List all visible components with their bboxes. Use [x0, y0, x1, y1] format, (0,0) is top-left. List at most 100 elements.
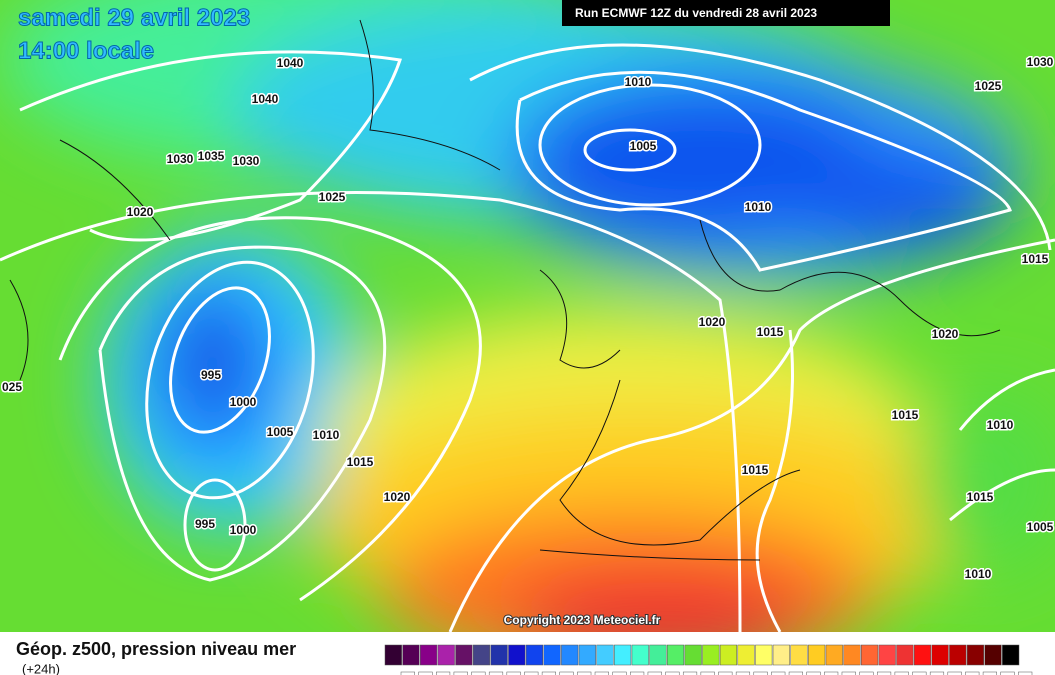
run-info: Run ECMWF 12Z du vendredi 28 avril 2023: [575, 6, 817, 20]
isobar-label: 1015: [347, 455, 374, 469]
color-swatch-outline: [788, 671, 803, 675]
color-swatch-outline: [488, 671, 504, 675]
isobar-label: 1000: [230, 523, 257, 537]
color-swatch-outline: [541, 671, 556, 675]
color-swatch-outline: [806, 671, 821, 675]
isobar-label: 1040: [252, 92, 279, 106]
color-swatch-outline: [1000, 671, 1015, 675]
color-swatch: [1002, 644, 1020, 666]
color-swatch-outline: [982, 671, 997, 675]
color-swatch-outline: [912, 671, 927, 675]
isobars: [0, 43, 1055, 632]
isobar-label: 1020: [384, 490, 411, 504]
isobar-label: 1015: [742, 463, 769, 477]
color-swatch: [490, 644, 508, 666]
color-swatch: [666, 644, 685, 666]
color-swatch: [614, 644, 632, 666]
isobar-label: 1035: [198, 149, 225, 163]
isobar-label: 1010: [987, 418, 1014, 432]
color-swatch-outline: [718, 671, 733, 675]
isobar-label: 1010: [745, 200, 772, 214]
color-swatch: [719, 644, 738, 666]
isobar-label: 025: [2, 380, 22, 394]
isobar-labels: 1040 1040 1030 1035 1030 1020 1025 1010 1005 1010…: [0, 54, 1055, 583]
isobar-label: 1015: [1022, 252, 1049, 266]
isobar-label: 1010: [625, 75, 652, 89]
color-swatch: [578, 644, 596, 666]
colorbar: [384, 644, 1033, 675]
color-swatch-outline: [577, 671, 592, 675]
color-swatch-outline: [418, 671, 433, 675]
color-swatch-outline: [894, 671, 909, 675]
color-swatch-outline: [947, 671, 962, 675]
color-swatch-outline: [647, 671, 662, 675]
color-swatch-outline: [453, 671, 468, 675]
isobar-label: 1025: [975, 79, 1002, 93]
color-swatch: [561, 644, 579, 666]
color-swatch: [878, 644, 896, 666]
color-swatch-outline: [665, 671, 680, 675]
color-swatch: [702, 644, 720, 666]
color-swatch: [508, 644, 526, 666]
color-swatch-outline: [524, 671, 539, 675]
color-swatch: [437, 644, 455, 666]
isobar-label: 1015: [892, 408, 919, 422]
color-swatch: [649, 644, 667, 666]
isobar-label: 995: [201, 368, 221, 382]
color-swatch: [808, 644, 826, 666]
color-swatch: [596, 644, 614, 666]
color-swatch-outline: [929, 671, 945, 675]
color-swatch: [525, 644, 543, 666]
isobar-label: 1030: [167, 152, 194, 166]
color-swatch-outline: [612, 671, 627, 675]
color-swatch-outline: [735, 671, 751, 675]
color-swatch: [755, 644, 773, 666]
color-swatch: [949, 644, 967, 666]
color-swatch-outline: [559, 671, 574, 675]
color-swatch: [790, 644, 808, 666]
color-swatch-outline: [824, 671, 839, 675]
color-swatch: [913, 644, 932, 666]
isobar-label: 1015: [967, 490, 994, 504]
color-swatch: [984, 644, 1002, 666]
isobar-label: 1040: [277, 56, 304, 70]
color-swatch: [825, 644, 843, 666]
color-swatch: [472, 644, 491, 666]
isobar-label: 1010: [965, 567, 992, 581]
color-swatch-outline: [471, 671, 486, 675]
color-swatch-outline: [841, 671, 856, 675]
isobar-label: 1030: [1027, 55, 1054, 69]
color-swatch: [931, 644, 949, 666]
color-swatch: [896, 644, 914, 666]
isobar-label: 1005: [267, 425, 294, 439]
color-swatch: [420, 644, 438, 666]
color-swatch-outline: [700, 671, 715, 675]
isobar-label: 1000: [230, 395, 257, 409]
isobar-label: 995: [195, 517, 215, 531]
isobar-label: 1030: [233, 154, 260, 168]
isobar-label: 1005: [630, 139, 657, 153]
color-swatch-outline: [682, 671, 698, 675]
map-date: samedi 29 avril 2023: [18, 4, 250, 31]
isobar-label: 1020: [932, 327, 959, 341]
color-swatch-outline: [594, 671, 609, 675]
color-swatch-outline: [965, 671, 980, 675]
isobar-label: 1005: [1027, 520, 1054, 534]
color-swatch: [861, 644, 879, 666]
color-swatch-outline: [859, 671, 874, 675]
isobar-label: 1020: [127, 205, 154, 219]
color-swatch: [737, 644, 755, 666]
color-swatch-outline: [436, 671, 451, 675]
isobar-label: 1015: [757, 325, 784, 339]
coastlines: [9, 19, 1001, 561]
isobar-label: 1020: [699, 315, 726, 329]
legend-title: Géop. z500, pression niveau mer: [16, 639, 296, 659]
color-swatch-outline: [877, 671, 892, 675]
color-swatch-outline: [753, 671, 768, 675]
color-swatch: [966, 644, 984, 666]
color-swatch: [631, 644, 649, 666]
color-swatch: [402, 644, 420, 666]
color-swatch-outline: [400, 671, 415, 675]
color-swatch: [684, 644, 702, 666]
